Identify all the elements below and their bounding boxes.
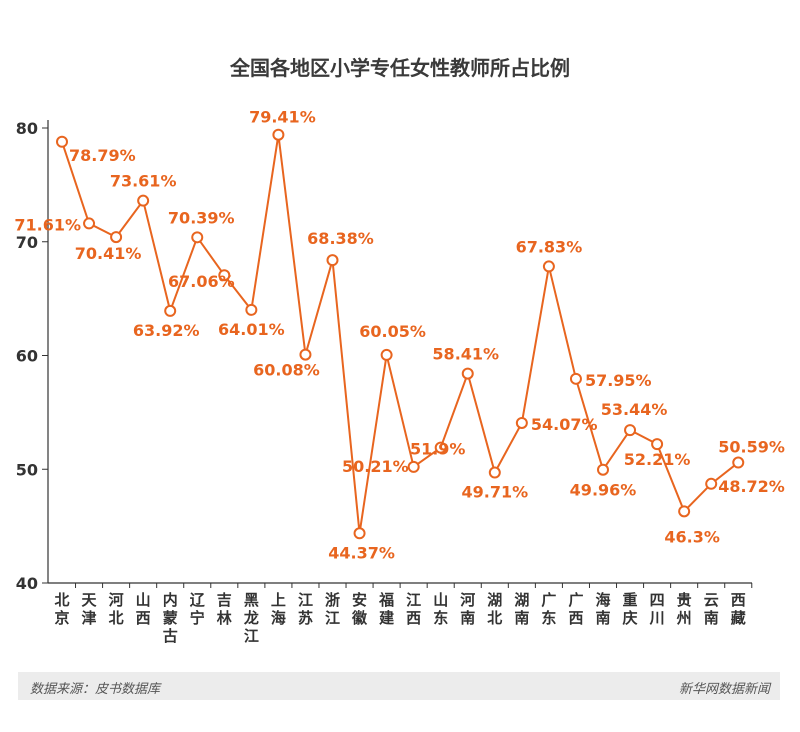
data-point (515, 416, 528, 429)
x-tick-label: 黑龙江 (243, 591, 259, 645)
data-label: 73.61% (110, 172, 177, 191)
data-label: 50.59% (718, 438, 785, 457)
data-point (624, 424, 637, 437)
x-tick-label: 福建 (378, 591, 395, 627)
x-tick-label: 广西 (568, 591, 583, 627)
data-point (569, 372, 582, 385)
data-label: 44.37% (328, 543, 395, 562)
x-tick-label: 山西 (136, 591, 151, 627)
x-tick-label: 海南 (595, 591, 610, 627)
data-point (542, 260, 555, 273)
x-tick-label: 河南 (460, 591, 475, 627)
data-label: 67.06% (168, 272, 235, 291)
x-tick-label: 重庆 (623, 591, 638, 627)
footer-bar: 数据来源：皮书数据库 新华网数据新闻 (18, 672, 780, 700)
data-label: 52.21% (624, 450, 691, 469)
data-point (164, 304, 177, 317)
y-tick-label: 70 (16, 233, 38, 252)
x-tick-label: 吉林 (217, 591, 233, 627)
x-tick-label: 天津 (82, 591, 98, 627)
x-tick-label: 江苏 (298, 591, 313, 627)
data-label: 58.41% (432, 345, 499, 364)
data-point (651, 438, 664, 451)
data-label: 64.01% (218, 320, 285, 339)
data-label: 67.83% (516, 237, 583, 256)
source-note: 数据来源：皮书数据库 (30, 682, 161, 697)
data-label: 46.3% (664, 527, 720, 546)
x-tick-label: 上海 (271, 591, 286, 627)
data-label: 79.41% (249, 108, 316, 127)
x-tick-label: 河北 (109, 591, 124, 627)
x-tick-label: 四川 (649, 591, 665, 627)
data-label: 70.39% (168, 208, 235, 227)
data-label: 70.41% (75, 244, 142, 263)
data-point (245, 303, 258, 316)
data-label: 54.07% (531, 415, 598, 434)
y-tick-label: 40 (16, 574, 38, 593)
data-point (83, 217, 96, 230)
series-line (61, 134, 739, 534)
x-tick-label: 湖北 (487, 591, 502, 627)
data-point (705, 477, 718, 490)
data-label: 68.38% (307, 229, 374, 248)
y-tick-label: 60 (16, 347, 38, 366)
data-point (597, 463, 609, 476)
chart-title: 全国各地区小学专任女性教师所占比例 (230, 56, 570, 80)
x-tick-label: 浙江 (325, 591, 340, 627)
data-point (191, 231, 204, 244)
x-tick-label: 贵州 (676, 591, 692, 627)
data-point (732, 456, 745, 469)
brand-credit: 新华网数据新闻 (678, 682, 770, 697)
x-tick-label: 北京 (54, 591, 69, 627)
data-point (678, 505, 691, 518)
data-label: 49.96% (570, 481, 637, 500)
x-tick-label: 江西 (406, 591, 421, 627)
x-tick-label: 安徽 (351, 591, 368, 627)
data-point (407, 460, 420, 473)
x-tick-labels: 北京天津河北山西内蒙古辽宁吉林黑龙江上海江苏浙江安徽福建江西山东河南湖北湖南广东… (54, 583, 753, 645)
data-label: 48.72% (718, 477, 785, 496)
x-tick-label: 内蒙古 (163, 591, 178, 645)
data-labels: 78.79% 71.61% 70.41% 73.61% 63.92% 70.39% 67.0… (14, 108, 784, 563)
data-label: 63.92% (133, 321, 200, 340)
data-label: 71.61% (14, 215, 81, 234)
data-point (353, 527, 366, 540)
data-label: 60.08% (253, 361, 320, 380)
data-label: 57.95% (585, 371, 652, 390)
data-point (326, 254, 339, 267)
x-tick-label: 云南 (704, 591, 719, 627)
y-tick-label: 80 (16, 119, 38, 138)
data-point (461, 367, 474, 380)
data-label: 78.79% (69, 146, 136, 165)
data-point (380, 348, 393, 361)
series-polyline (61, 134, 739, 534)
data-point (137, 194, 150, 207)
data-point (434, 441, 447, 454)
y-tick-labels: 40 50 60 70 80 (16, 119, 48, 593)
data-point (56, 135, 68, 148)
data-point (218, 269, 231, 282)
x-tick-label: 辽宁 (190, 591, 205, 627)
y-tick-label: 50 (16, 460, 38, 479)
data-point (299, 348, 312, 361)
data-label: 51.9% (410, 440, 466, 459)
x-tick-label: 湖南 (514, 591, 529, 627)
x-tick-label: 广东 (541, 591, 556, 627)
data-points (56, 128, 745, 540)
data-label: 50.21% (342, 457, 409, 476)
data-point (110, 231, 123, 244)
data-label: 53.44% (601, 400, 668, 419)
x-tick-label: 山东 (433, 591, 448, 627)
x-tick-label: 西藏 (731, 591, 746, 627)
data-label: 60.05% (359, 322, 426, 341)
data-point (272, 128, 285, 141)
data-label: 49.71% (461, 483, 528, 502)
data-point (488, 466, 501, 479)
